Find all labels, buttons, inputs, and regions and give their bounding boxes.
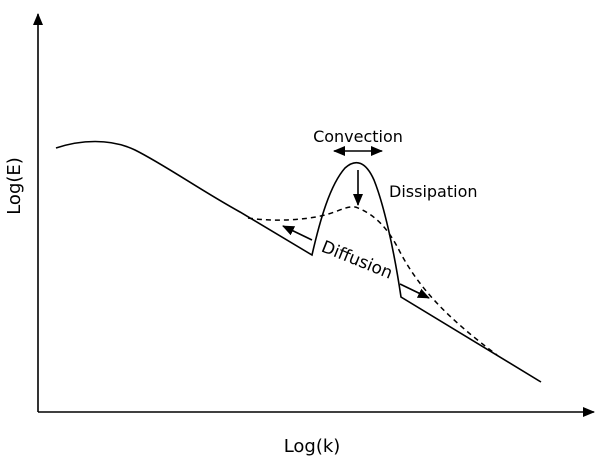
diffusion-arrow-right	[399, 283, 430, 299]
x-axis-label: Log(k)	[284, 436, 341, 457]
convection-label: Convection	[313, 127, 403, 146]
y-axis-label: Log(E)	[4, 157, 25, 215]
relaxed-spectrum-curve	[247, 206, 498, 356]
diffusion-arrow-left	[282, 225, 313, 241]
diffusion-label: Diffusion	[318, 237, 395, 284]
dissipation-label: Dissipation	[389, 182, 478, 201]
perturbed-spectrum-curve	[55, 140, 542, 383]
